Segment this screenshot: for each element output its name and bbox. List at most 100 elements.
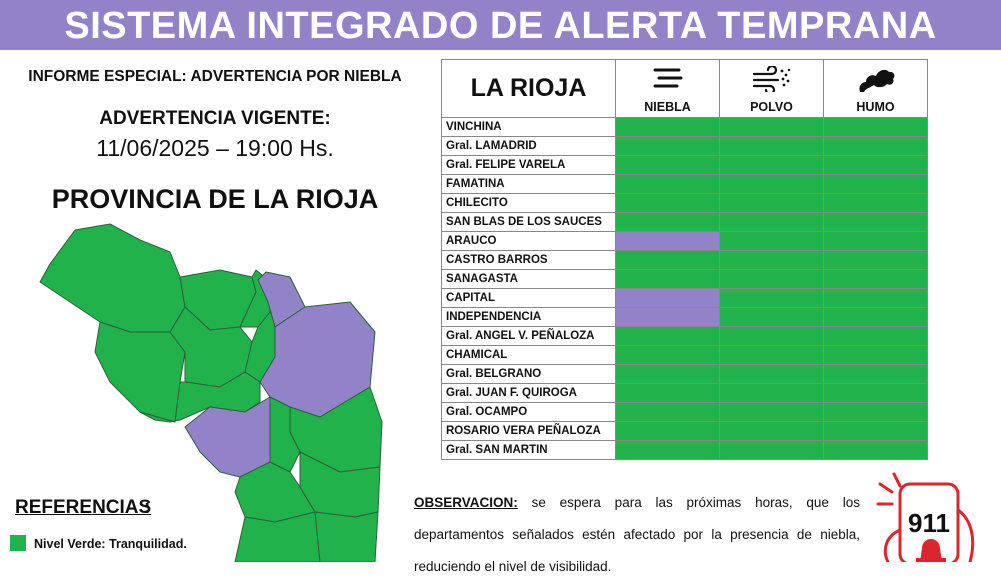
table-row: INDEPENDENCIA [441, 307, 928, 327]
alert-cell-niebla [615, 364, 720, 384]
dust-wind-icon [720, 64, 823, 97]
alert-cell-humo [823, 231, 928, 251]
alert-cell-niebla [615, 421, 720, 441]
map-dept-vinchina [39, 223, 186, 333]
fog-icon [616, 66, 719, 97]
table-row: CHAMICAL [441, 345, 928, 365]
department-name: Gral. LAMADRID [441, 136, 616, 156]
alert-cell-polvo [719, 193, 824, 213]
alert-cell-niebla [615, 250, 720, 270]
table-row: ROSARIO VERA PEÑALOZA [441, 421, 928, 441]
table-row: FAMATINA [441, 174, 928, 194]
col-header-niebla: NIEBLA [615, 59, 720, 118]
alert-cell-polvo [719, 117, 824, 137]
department-name: CHILECITO [441, 193, 616, 213]
alert-cell-polvo [719, 155, 824, 175]
department-name: CAPITAL [441, 288, 616, 308]
department-name: Gral. SAN MARTIN [441, 440, 616, 460]
alert-cell-polvo [719, 269, 824, 289]
alert-cell-polvo [719, 326, 824, 346]
department-name: VINCHINA [441, 117, 616, 137]
alert-cell-polvo [719, 402, 824, 422]
table-row: Gral. FELIPE VARELA [441, 155, 928, 175]
department-name: Gral. BELGRANO [441, 364, 616, 384]
header-banner: SISTEMA INTEGRADO DE ALERTA TEMPRANA [0, 0, 1001, 50]
alert-cell-polvo [719, 136, 824, 156]
map-dept-rosario-vera [314, 511, 379, 562]
province-map [39, 223, 383, 562]
alert-cell-niebla [615, 307, 720, 327]
department-name: Gral. FELIPE VARELA [441, 155, 616, 175]
alert-cell-polvo [719, 364, 824, 384]
references-colon: : [144, 497, 151, 518]
department-name: INDEPENDENCIA [441, 307, 616, 327]
table-row: Gral. LAMADRID [441, 136, 928, 156]
alert-cell-niebla [615, 345, 720, 365]
legend-label-green: Nivel Verde: Tranquilidad. [34, 537, 187, 551]
table-row: Gral. SAN MARTIN [441, 440, 928, 460]
alert-cell-niebla [615, 383, 720, 403]
alert-cell-polvo [719, 383, 824, 403]
alert-table: LA RIOJA NIEBLA POLVO HUMO VINCHINA Gr [441, 59, 928, 460]
alert-cell-niebla [615, 402, 720, 422]
table-row: SAN BLAS DE LOS SAUCES [441, 212, 928, 232]
table-row: Gral. OCAMPO [441, 402, 928, 422]
table-row: CHILECITO [441, 193, 928, 213]
alert-cell-niebla [615, 174, 720, 194]
table-row: ARAUCO [441, 231, 928, 251]
alert-cell-humo [823, 212, 928, 232]
alert-cell-niebla [615, 193, 720, 213]
alert-cell-polvo [719, 440, 824, 460]
table-row: Gral. BELGRANO [441, 364, 928, 384]
page-title: SISTEMA INTEGRADO DE ALERTA TEMPRANA [64, 5, 937, 47]
table-row: CAPITAL [441, 288, 928, 308]
department-name: CHAMICAL [441, 345, 616, 365]
references-title: REFERENCIAS [15, 497, 152, 518]
alert-cell-polvo [719, 288, 824, 308]
alert-cell-humo [823, 193, 928, 213]
department-name: Gral. JUAN F. QUIROGA [441, 383, 616, 403]
alert-cell-humo [823, 269, 928, 289]
table-row: VINCHINA [441, 117, 928, 137]
department-name: FAMATINA [441, 174, 616, 194]
alert-cell-humo [823, 326, 928, 346]
alert-cell-niebla [615, 440, 720, 460]
col-label-niebla: NIEBLA [644, 100, 691, 114]
alert-cell-niebla [615, 117, 720, 137]
report-subtitle: INFORME ESPECIAL: ADVERTENCIA POR NIEBLA [28, 68, 402, 85]
alert-cell-niebla [615, 326, 720, 346]
smoke-icon [824, 66, 927, 99]
department-name: Gral. ANGEL V. PEÑALOZA [441, 326, 616, 346]
logo-text: 911 [908, 508, 950, 538]
col-header-humo: HUMO [823, 59, 928, 118]
emergency-911-logo-icon: 911 [876, 472, 975, 562]
alert-cell-polvo [719, 250, 824, 270]
advisory-label: ADVERTENCIA VIGENTE: [99, 108, 331, 129]
alert-cell-polvo [719, 212, 824, 232]
alert-cell-humo [823, 136, 928, 156]
alert-cell-polvo [719, 174, 824, 194]
table-row: SANAGASTA [441, 269, 928, 289]
alert-cell-niebla [615, 288, 720, 308]
col-label-humo: HUMO [856, 100, 895, 114]
alert-cell-humo [823, 117, 928, 137]
legend-swatch-green [10, 535, 26, 551]
table-row: Gral. JUAN F. QUIROGA [441, 383, 928, 403]
department-name: ARAUCO [441, 231, 616, 251]
alert-cell-humo [823, 307, 928, 327]
alert-cell-niebla [615, 136, 720, 156]
alert-cell-niebla [615, 269, 720, 289]
department-name: Gral. OCAMPO [441, 402, 616, 422]
alert-cell-humo [823, 250, 928, 270]
department-name: CASTRO BARROS [441, 250, 616, 270]
alert-cell-humo [823, 421, 928, 441]
observation-block: OBSERVACION: se espera para las próximas… [414, 487, 860, 583]
col-header-polvo: POLVO [719, 59, 824, 118]
table-body: VINCHINA Gral. LAMADRID Gral. FELIPE VAREL… [441, 117, 928, 460]
department-name: SAN BLAS DE LOS SAUCES [441, 212, 616, 232]
alert-cell-humo [823, 345, 928, 365]
alert-cell-humo [823, 288, 928, 308]
alert-cell-humo [823, 402, 928, 422]
alert-cell-niebla [615, 231, 720, 251]
alert-cell-polvo [719, 421, 824, 441]
